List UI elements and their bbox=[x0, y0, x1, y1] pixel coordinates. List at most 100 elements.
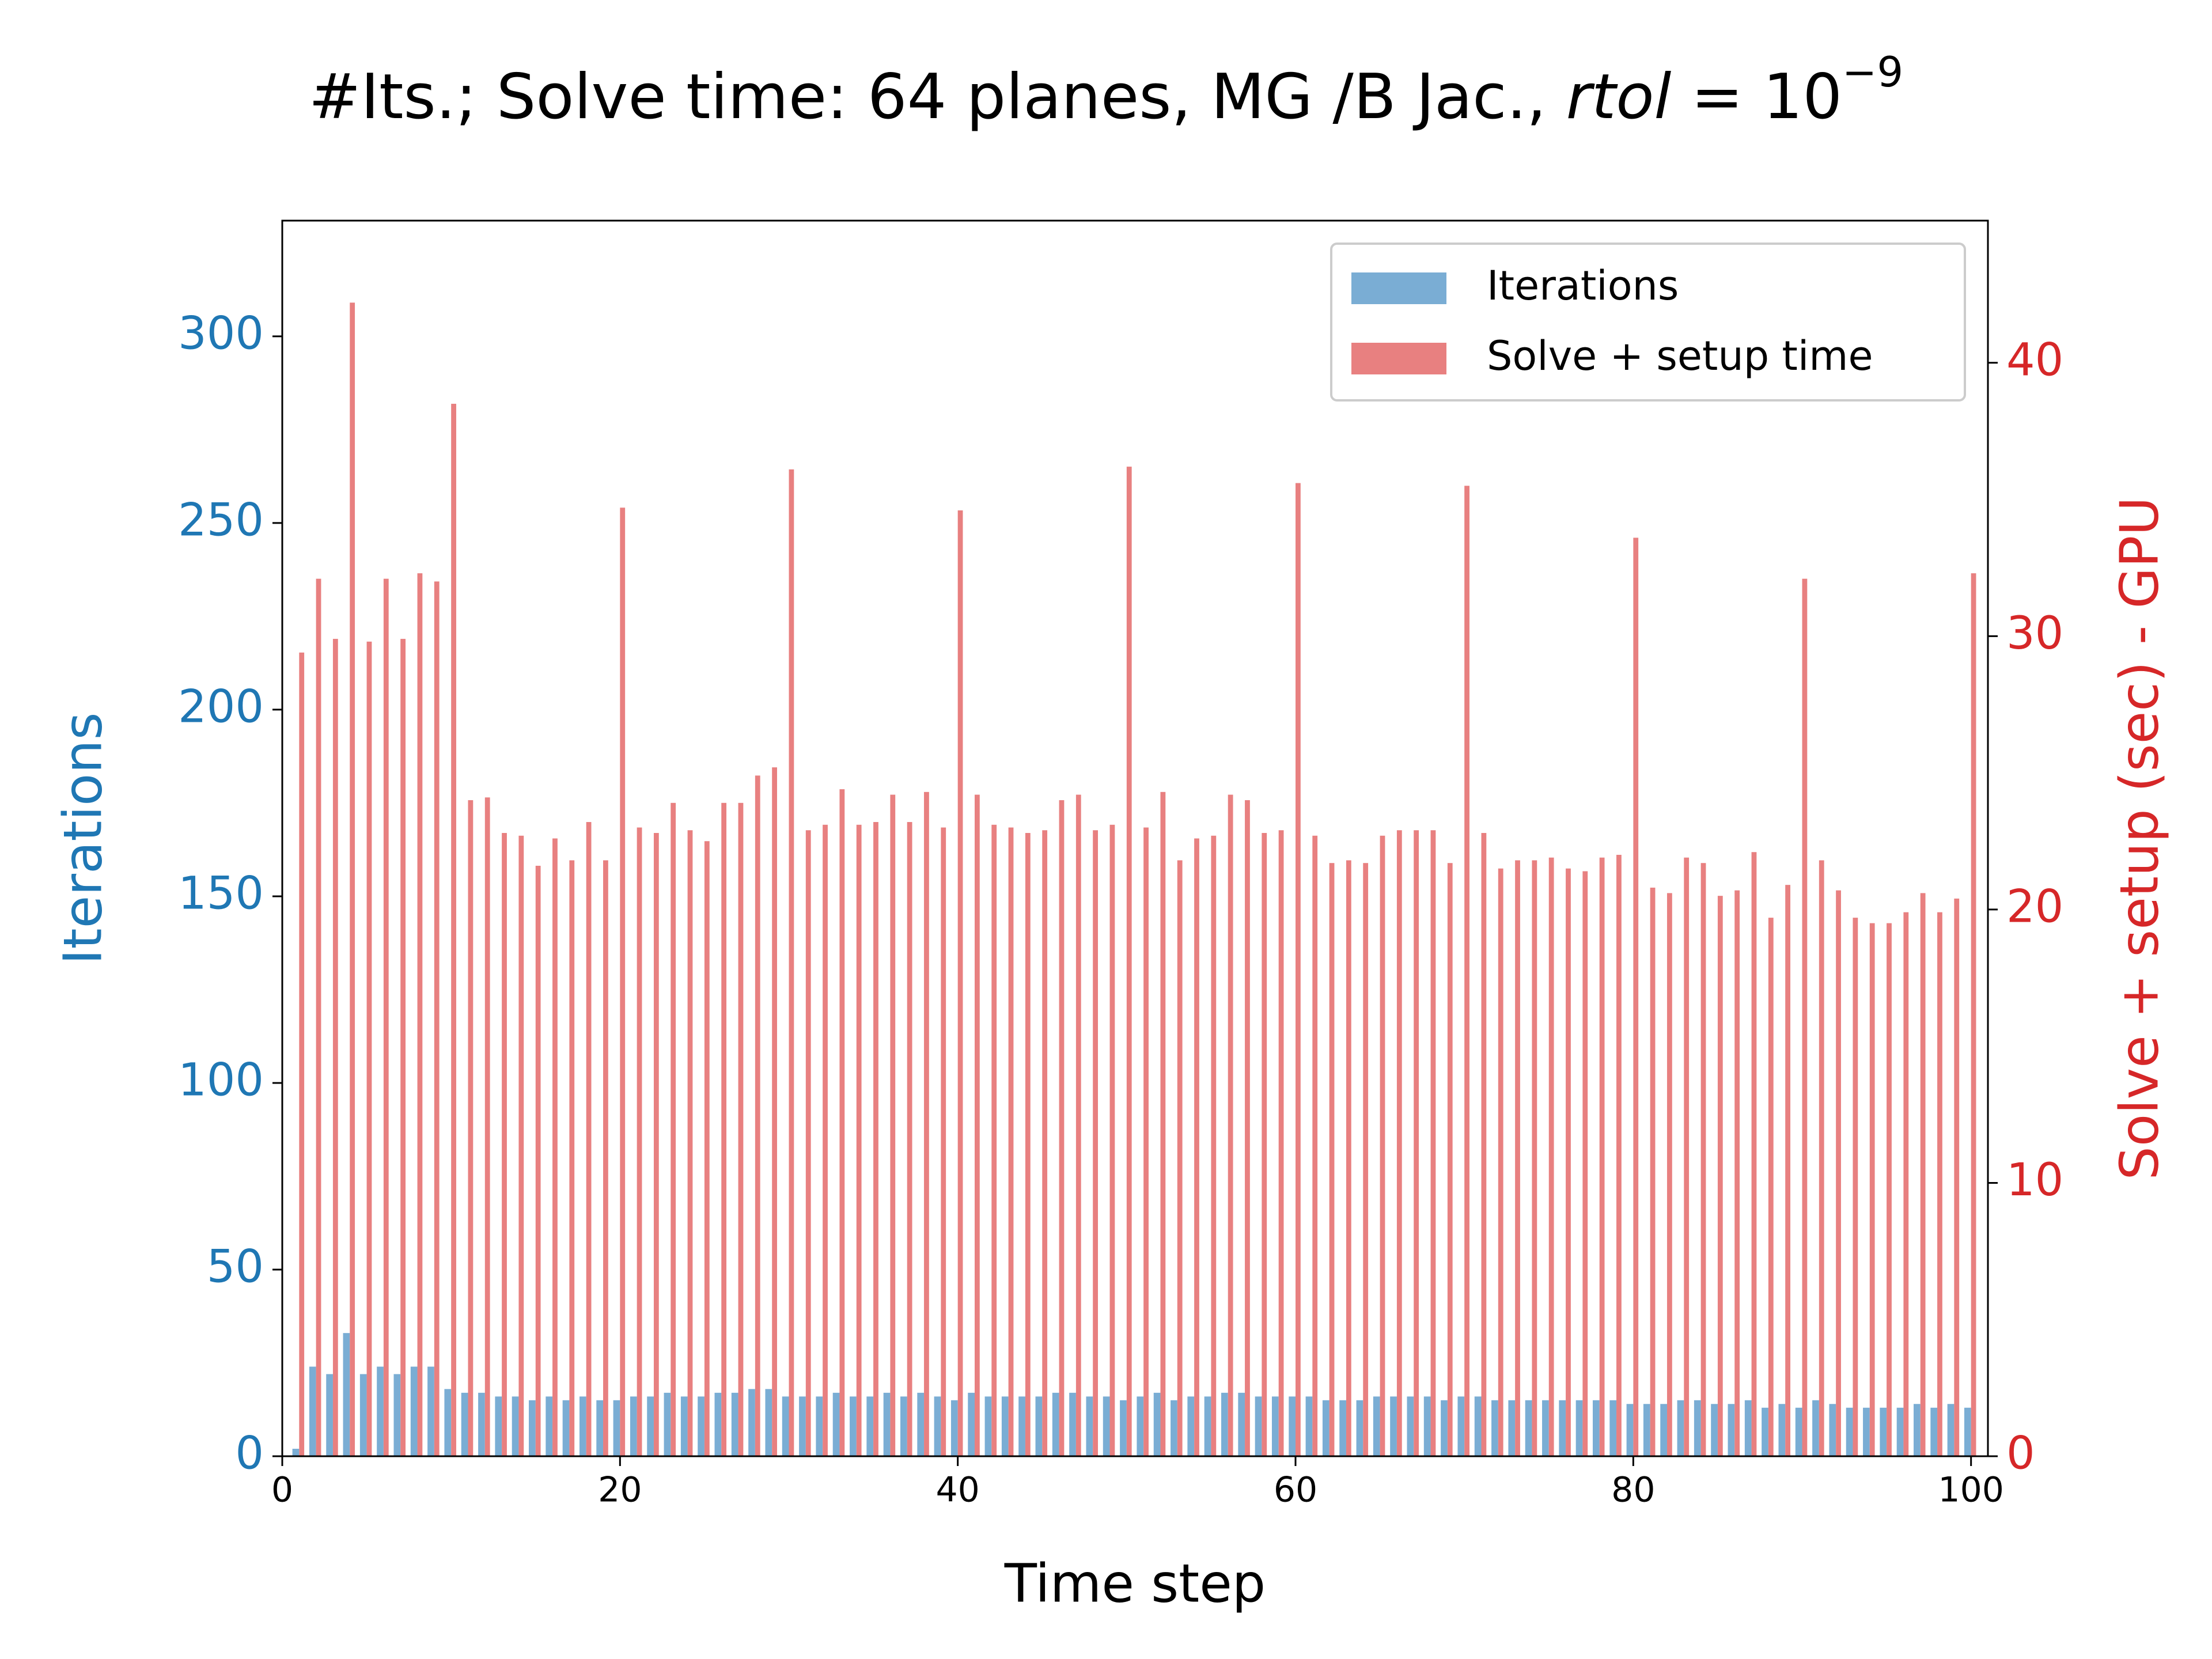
legend-label: Iterations bbox=[1487, 262, 1679, 309]
bar bbox=[1762, 1407, 1768, 1456]
bar bbox=[1035, 1396, 1043, 1456]
bar bbox=[1964, 1407, 1971, 1456]
bar bbox=[1795, 1407, 1802, 1456]
bar bbox=[900, 1396, 907, 1456]
bar bbox=[569, 860, 575, 1456]
bar bbox=[883, 1392, 891, 1456]
bar bbox=[427, 1366, 434, 1456]
bar bbox=[1177, 860, 1183, 1456]
bar bbox=[721, 802, 727, 1456]
bar bbox=[1211, 835, 1217, 1456]
bar bbox=[1903, 912, 1909, 1456]
bar bbox=[603, 860, 608, 1456]
bar bbox=[1853, 918, 1858, 1456]
bar bbox=[1322, 1400, 1330, 1456]
bar bbox=[1262, 833, 1267, 1456]
bar bbox=[1271, 1396, 1279, 1456]
bar bbox=[1896, 1407, 1904, 1456]
bar bbox=[941, 827, 946, 1456]
bar bbox=[1346, 860, 1351, 1456]
bar bbox=[1819, 860, 1824, 1456]
bar bbox=[1001, 1396, 1009, 1456]
bar bbox=[1238, 1392, 1245, 1456]
bar bbox=[495, 1396, 502, 1456]
bar bbox=[1711, 1404, 1718, 1456]
x-tick-label: 100 bbox=[1938, 1470, 2004, 1510]
bar bbox=[1153, 1392, 1161, 1456]
bar bbox=[1592, 1400, 1600, 1456]
bar bbox=[1120, 1400, 1127, 1456]
bar bbox=[1481, 833, 1487, 1456]
bar bbox=[1650, 887, 1656, 1456]
bar bbox=[1525, 1400, 1532, 1456]
bar bbox=[1532, 860, 1537, 1456]
bar bbox=[309, 1366, 316, 1456]
bar bbox=[832, 1392, 840, 1456]
bar bbox=[350, 302, 355, 1457]
bar bbox=[924, 791, 929, 1456]
bar bbox=[484, 797, 490, 1456]
bar bbox=[1052, 1392, 1059, 1456]
bar bbox=[299, 652, 305, 1456]
bar bbox=[1829, 1404, 1836, 1456]
y-tick-label: 0 bbox=[235, 1427, 264, 1479]
bar bbox=[799, 1396, 806, 1456]
bar bbox=[1187, 1396, 1195, 1456]
bar bbox=[873, 822, 878, 1456]
bar bbox=[1204, 1396, 1211, 1456]
bar bbox=[1751, 852, 1757, 1456]
bar bbox=[1785, 885, 1790, 1456]
bar bbox=[1542, 1400, 1549, 1456]
bar bbox=[1278, 830, 1284, 1456]
bar bbox=[1018, 1396, 1025, 1456]
y-tick-label: 200 bbox=[178, 681, 264, 733]
bar bbox=[562, 1400, 570, 1456]
bar bbox=[1920, 893, 1926, 1456]
bar bbox=[1744, 1400, 1752, 1456]
bar bbox=[704, 841, 710, 1456]
title-math: = 10 bbox=[1671, 61, 1842, 133]
bar bbox=[1356, 1400, 1363, 1456]
bar bbox=[1414, 830, 1419, 1456]
bar bbox=[1626, 1404, 1634, 1456]
bar bbox=[1566, 868, 1571, 1456]
bar bbox=[529, 1400, 536, 1456]
bar bbox=[1296, 483, 1301, 1456]
bar bbox=[1728, 1404, 1735, 1456]
bar bbox=[1423, 1396, 1431, 1456]
bar bbox=[1930, 1407, 1938, 1456]
bar bbox=[1575, 1400, 1583, 1456]
bar bbox=[1954, 898, 1960, 1456]
y2-axis-label: Solve + setup (sec) - GPU bbox=[2108, 497, 2170, 1180]
bar bbox=[1812, 1400, 1819, 1456]
bar bbox=[1880, 1407, 1887, 1456]
bar bbox=[417, 573, 423, 1456]
bar bbox=[1609, 1400, 1617, 1456]
bar bbox=[1863, 1407, 1870, 1456]
bar bbox=[934, 1396, 941, 1456]
bar bbox=[974, 794, 980, 1456]
bar bbox=[1887, 923, 1892, 1456]
bar bbox=[850, 1396, 857, 1456]
bar bbox=[343, 1333, 350, 1456]
bar bbox=[856, 824, 862, 1456]
bar bbox=[1768, 918, 1774, 1456]
bar bbox=[461, 1392, 468, 1456]
bar bbox=[1390, 1396, 1397, 1456]
chart-title: #Its.; Solve time: 64 planes, MG /B Jac.… bbox=[309, 48, 1903, 133]
bar bbox=[434, 581, 440, 1456]
bar bbox=[377, 1366, 384, 1456]
bar bbox=[1869, 923, 1875, 1456]
bar bbox=[400, 639, 406, 1456]
bar bbox=[1025, 833, 1031, 1456]
bar bbox=[1042, 830, 1048, 1456]
bar bbox=[1616, 854, 1622, 1456]
y2-tick-label: 10 bbox=[2006, 1154, 2063, 1206]
bar bbox=[1457, 1396, 1465, 1456]
bar bbox=[1599, 857, 1605, 1456]
y-tick-label: 250 bbox=[178, 494, 264, 546]
bar bbox=[1937, 912, 1942, 1456]
bar bbox=[680, 1396, 688, 1456]
plot-frame bbox=[281, 219, 1989, 1457]
bar bbox=[1103, 1396, 1110, 1456]
